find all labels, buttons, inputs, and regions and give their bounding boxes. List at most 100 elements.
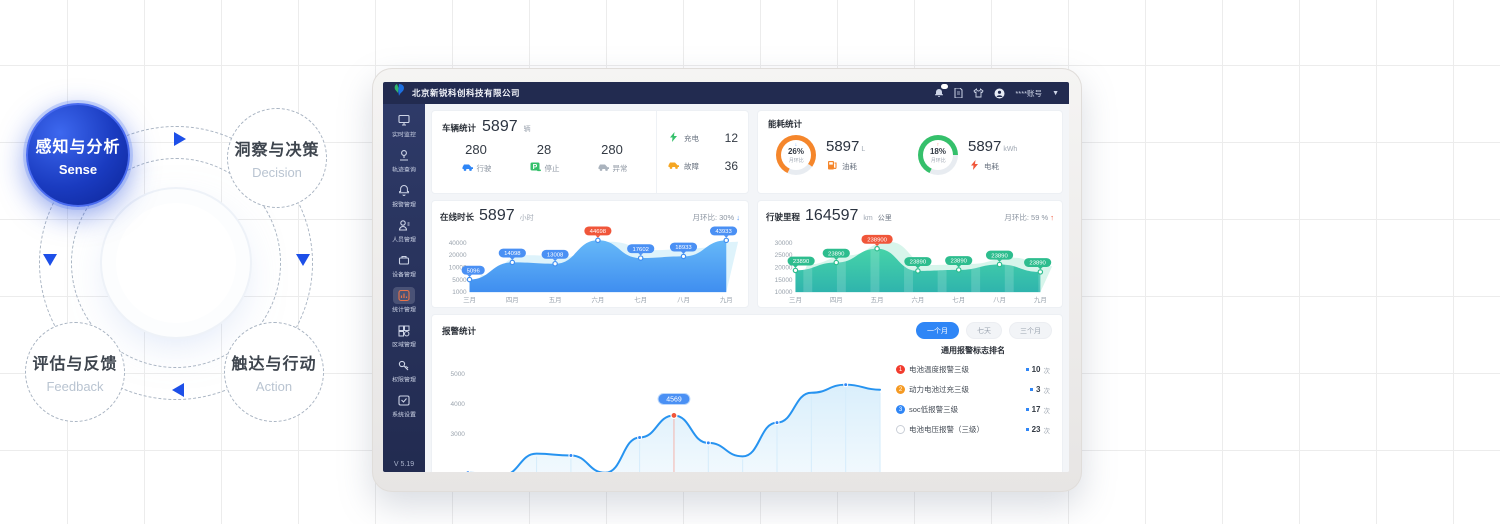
- svg-text:14098: 14098: [504, 251, 521, 257]
- fault-car-icon: [667, 157, 680, 175]
- arrow-down-west-icon: [43, 254, 57, 266]
- svg-text:三月: 三月: [463, 296, 476, 304]
- notification-bell-icon[interactable]: [934, 84, 949, 98]
- sidebar-item-label: 实时监控: [392, 132, 416, 139]
- energy-value-block: 5897 kWh 电耗: [968, 138, 1017, 172]
- sidebar-item-6[interactable]: 统计管理: [383, 284, 425, 319]
- mileage-chart-value: 164597: [805, 207, 859, 224]
- account-caret-icon[interactable]: ▼: [1052, 89, 1059, 97]
- rank-count-unit: 次: [1043, 387, 1051, 395]
- trend-up-icon: ↑: [1050, 213, 1054, 222]
- rank-badge: 1: [896, 365, 905, 374]
- donut-percent: 18%: [929, 146, 946, 156]
- device-icon: [393, 252, 415, 269]
- vehicle-stat-value: 280: [601, 142, 623, 157]
- stats-icon: [393, 287, 415, 304]
- online-chart-title: 在线时长: [440, 212, 475, 222]
- alarm-card-title: 报警统计: [442, 325, 477, 336]
- energy-value-block: 5897 L 油耗: [826, 138, 865, 172]
- theme-shirt-icon[interactable]: [973, 88, 984, 98]
- svg-text:1000: 1000: [452, 289, 467, 296]
- online-chart-unit: 小时: [519, 215, 534, 222]
- svg-text:17602: 17602: [632, 247, 648, 253]
- rank-label: 电池电压报警（三级）: [909, 425, 984, 434]
- node-sense-title: 感知与分析: [35, 139, 121, 156]
- svg-text:238900: 238900: [867, 237, 887, 243]
- account-label[interactable]: ****账号: [1015, 88, 1043, 98]
- node-feedback[interactable]: 评估与反馈 Feedback: [25, 322, 125, 422]
- vehicle-stat: 28 P 停止: [510, 142, 578, 174]
- svg-text:八月: 八月: [993, 296, 1006, 304]
- notification-badge: [941, 84, 949, 89]
- avatar-icon[interactable]: [994, 88, 1005, 99]
- parking-icon: P: [529, 162, 542, 174]
- tab-一个月[interactable]: 一个月: [916, 322, 959, 339]
- online-mom-label: 月环比: 30% ↓: [692, 213, 740, 222]
- vehicle-stat-label: P 停止: [510, 162, 578, 174]
- document-icon[interactable]: [954, 88, 963, 98]
- sidebar-item-1[interactable]: 实时监控: [383, 109, 425, 144]
- vehicle-stat-value: 280: [465, 142, 487, 157]
- online-chart-value: 5897: [479, 207, 515, 224]
- sidebar-item-label: 人员管理: [392, 237, 416, 244]
- sidebar-item-4[interactable]: 人员管理: [383, 214, 425, 249]
- vehicle-side-stat: 故障 36: [667, 157, 738, 175]
- online-duration-chart[interactable]: 1000 5000 10000 20000 40000 三月 四月 五月 六月 七月 八月 九月 509…: [440, 225, 740, 304]
- rank-count: 10: [1031, 365, 1041, 374]
- energy-unit: L: [859, 146, 866, 153]
- svg-text:20000: 20000: [775, 264, 793, 271]
- vehicle-stats-card: 车辆统计 5897 辆 280 行驶 28 P 停止 280 异常 充电 12 故障 36: [431, 110, 749, 194]
- energy-unit: kWh: [1001, 146, 1018, 153]
- sidebar-item-2[interactable]: 轨迹查询: [383, 144, 425, 179]
- fuel-pump-icon: [826, 160, 839, 172]
- svg-text:25000: 25000: [775, 252, 793, 259]
- rank-count-group: 10 次: [1025, 365, 1050, 375]
- rank-label: 动力电池过充三级: [909, 385, 969, 394]
- sidebar-item-label: 权限管理: [392, 377, 416, 384]
- sidebar-item-8[interactable]: 权限管理: [383, 354, 425, 389]
- rank-bullet-icon: [1025, 368, 1029, 371]
- svg-text:3000: 3000: [451, 431, 466, 438]
- rank-badge: 2: [896, 385, 905, 394]
- rank-count-group: 17 次: [1025, 405, 1050, 415]
- sidebar-item-label: 设备管理: [392, 272, 416, 279]
- ranking-row: 1 电池温度报警三级 10 次: [896, 364, 1050, 375]
- alarm-line-chart[interactable]: 3000 4000 5000 4569: [442, 341, 890, 472]
- svg-text:七月: 七月: [952, 295, 965, 304]
- svg-text:5096: 5096: [467, 268, 481, 274]
- sidebar-item-label: 统计管理: [392, 307, 416, 314]
- sidebar-item-7[interactable]: 区域管理: [383, 319, 425, 354]
- permission-icon: [393, 357, 415, 374]
- side-stat-label: 充电: [684, 133, 699, 143]
- sidebar-item-3[interactable]: 报警管理: [383, 179, 425, 214]
- online-duration-card: 在线时长 5897 小时 月环比: 30% ↓ 1000 5000 10000 200…: [431, 200, 749, 308]
- svg-text:23890: 23890: [991, 253, 1008, 259]
- energy-stats-card: 能耗统计 ↓ 26% 月环比 5897 L 油耗 ↑ 18% 月环比 5897 kWh 电耗: [757, 110, 1063, 194]
- energy-label-row: 电耗: [968, 160, 1017, 172]
- settings-icon: [393, 392, 415, 409]
- vehicle-stat-label: 行驶: [442, 162, 510, 174]
- region-icon: [393, 322, 415, 339]
- tab-七天[interactable]: 七天: [966, 322, 1002, 339]
- rank-badge: 3: [896, 405, 905, 414]
- svg-text:23890: 23890: [910, 260, 927, 266]
- donut-percent: 26%: [787, 146, 804, 156]
- sidebar-item-9[interactable]: 系统设置: [383, 389, 425, 424]
- sidebar-item-5[interactable]: 设备管理: [383, 249, 425, 284]
- mileage-chart[interactable]: 10000 15000 20000 25000 30000 三月 四月 五月 六月 七月 八月 九月 2…: [766, 225, 1054, 304]
- rank-bullet-icon: [1030, 388, 1034, 391]
- svg-text:18933: 18933: [675, 245, 692, 251]
- rank-count: 3: [1036, 385, 1041, 394]
- node-decision[interactable]: 洞察与决策 Decision: [227, 108, 327, 208]
- tab-三个月[interactable]: 三个月: [1009, 322, 1052, 339]
- svg-text:4569: 4569: [666, 397, 682, 404]
- lightning-icon: [968, 160, 981, 172]
- energy-item: ↑ 18% 月环比 5897 kWh 电耗: [910, 135, 1052, 175]
- sidebar-item-label: 区域管理: [392, 342, 416, 349]
- node-action[interactable]: 触达与行动 Action: [224, 322, 324, 422]
- rank-bullet-icon: [1025, 408, 1029, 411]
- node-sense[interactable]: 感知与分析 Sense: [26, 103, 130, 207]
- rank-count-group: 23 次: [1025, 425, 1050, 435]
- svg-text:30000: 30000: [775, 240, 793, 247]
- svg-text:六月: 六月: [911, 295, 924, 304]
